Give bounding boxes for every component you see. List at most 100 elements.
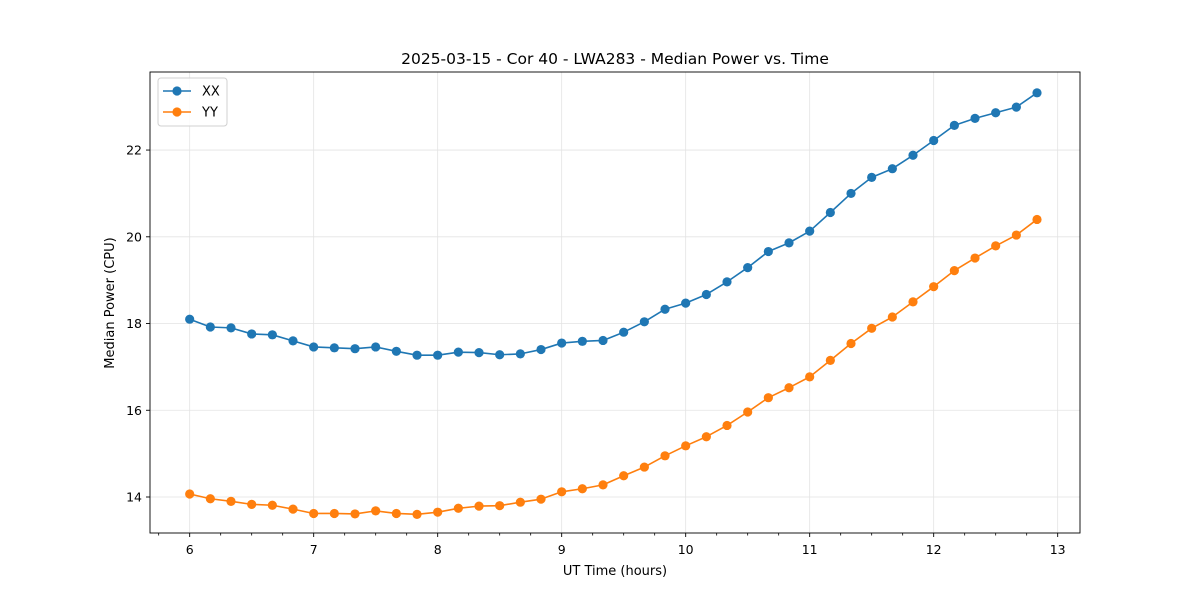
data-point-xx — [887, 164, 897, 174]
axis-ticks: 6 7 8 9 10 11 12 13 14 16 18 20 22 — [126, 143, 1066, 557]
data-point-xx — [1011, 102, 1021, 112]
data-point-yy — [867, 323, 877, 333]
data-point-xx — [1032, 88, 1042, 98]
legend-marker-yy — [172, 107, 182, 117]
x-tick-label: 8 — [434, 542, 442, 557]
data-point-yy — [722, 420, 732, 431]
data-point-xx — [350, 344, 360, 354]
legend-marker-xx — [172, 86, 182, 96]
data-point-yy — [846, 338, 856, 349]
data-point-xx — [660, 304, 670, 314]
data-point-xx — [515, 349, 525, 359]
series-layer — [185, 88, 1042, 519]
grid — [150, 72, 1080, 533]
data-point-yy — [495, 501, 505, 511]
data-point-xx — [701, 289, 711, 300]
data-point-xx — [226, 323, 236, 333]
data-point-yy — [825, 355, 835, 365]
series-line-xx — [189, 92, 1038, 356]
y-tick-label: 14 — [126, 490, 142, 505]
data-point-xx — [412, 350, 422, 360]
data-point-yy — [805, 372, 815, 382]
data-point-yy — [660, 451, 670, 461]
x-axis-label: UT Time (hours) — [563, 564, 667, 579]
data-point-xx — [267, 330, 277, 340]
data-point-xx — [763, 246, 773, 257]
y-tick-label: 20 — [126, 229, 142, 244]
data-point-yy — [371, 506, 381, 516]
data-point-yy — [639, 462, 649, 472]
data-point-xx — [371, 342, 381, 352]
data-point-yy — [433, 507, 443, 517]
data-point-yy — [515, 497, 525, 507]
y-tick-label: 16 — [126, 403, 142, 418]
data-point-xx — [433, 350, 443, 360]
data-point-yy — [887, 312, 897, 322]
chart-title: 2025-03-15 - Cor 40 - LWA283 - Median Po… — [401, 50, 829, 68]
data-point-xx — [805, 226, 815, 236]
data-point-yy — [247, 499, 257, 509]
series-line-yy — [189, 218, 1038, 516]
data-point-yy — [267, 500, 277, 510]
data-point-yy — [949, 266, 959, 276]
data-point-xx — [743, 262, 753, 273]
data-point-yy — [205, 494, 215, 504]
data-point-xx — [908, 150, 918, 160]
data-point-yy — [412, 509, 422, 519]
data-point-xx — [784, 238, 794, 248]
data-point-yy — [557, 487, 567, 497]
data-point-yy — [763, 393, 773, 403]
data-point-yy — [743, 407, 753, 417]
data-point-yy — [1032, 214, 1042, 225]
data-point-yy — [226, 496, 236, 506]
data-point-xx — [536, 344, 546, 355]
data-point-yy — [329, 508, 339, 519]
y-axis-label: Median Power (CPU) — [103, 237, 118, 368]
data-point-xx — [598, 335, 608, 346]
data-point-xx — [577, 336, 587, 346]
data-point-xx — [309, 342, 319, 352]
data-point-xx — [185, 314, 195, 324]
plot-frame — [149, 71, 1081, 534]
data-point-yy — [991, 241, 1001, 251]
data-point-xx — [991, 108, 1001, 118]
data-point-xx — [722, 277, 732, 287]
x-tick-label: 12 — [926, 542, 942, 557]
x-tick-label: 6 — [186, 542, 194, 557]
data-point-xx — [329, 343, 339, 353]
legend: XX YY — [157, 77, 228, 127]
x-tick-label: 13 — [1050, 542, 1066, 557]
data-point-xx — [288, 336, 298, 346]
data-point-xx — [619, 327, 629, 337]
data-point-yy — [391, 508, 401, 519]
data-point-xx — [949, 120, 959, 130]
x-tick-label: 11 — [802, 542, 818, 557]
data-point-xx — [681, 298, 691, 308]
data-point-yy — [309, 508, 319, 519]
data-point-yy — [908, 297, 918, 307]
x-tick-label: 10 — [678, 542, 694, 557]
x-tick-label: 9 — [558, 542, 566, 557]
data-point-xx — [929, 135, 939, 146]
data-point-yy — [350, 509, 360, 519]
data-point-yy — [1011, 230, 1021, 240]
data-point-xx — [391, 346, 401, 356]
data-point-xx — [639, 317, 649, 327]
data-point-yy — [681, 441, 691, 451]
data-point-xx — [557, 338, 567, 348]
data-point-yy — [577, 484, 587, 494]
data-point-yy — [701, 432, 711, 442]
data-point-xx — [453, 347, 463, 357]
x-tick-label: 7 — [310, 542, 318, 557]
data-point-yy — [536, 494, 546, 504]
data-point-yy — [288, 504, 298, 514]
data-point-yy — [929, 282, 939, 292]
data-point-yy — [474, 501, 484, 511]
data-point-xx — [247, 329, 257, 339]
data-point-yy — [970, 253, 980, 263]
data-point-xx — [970, 113, 980, 123]
data-point-yy — [619, 471, 629, 481]
data-point-xx — [474, 347, 484, 358]
data-point-xx — [846, 188, 856, 199]
